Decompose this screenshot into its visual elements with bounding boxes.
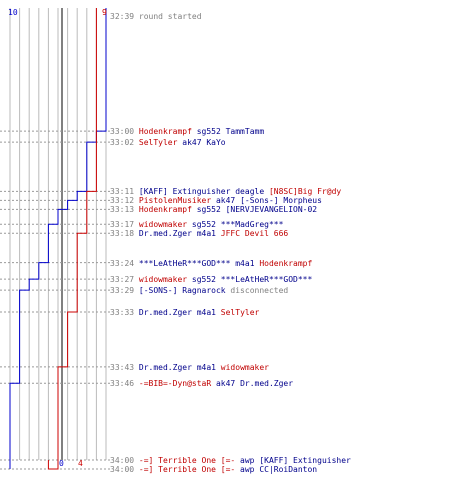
event-text: KaYo (206, 138, 226, 148)
event-text: round started (138, 12, 202, 21)
event-text: Dr.med.Zger (240, 379, 294, 389)
event-time: 33:00 (110, 127, 139, 137)
event-time: 34:00 (110, 456, 139, 465)
event-row: 33:02 SelTyler ak47 KaYo (110, 138, 226, 147)
event-text: sg552 (191, 127, 226, 137)
event-text: [-SONS-] Ragnarock (138, 286, 226, 296)
event-text: Hodenkrampf (259, 258, 313, 268)
event-row: 33:17 widowmaker sg552 ***MadGreg*** (110, 220, 283, 229)
event-text: ***LeAtHeR***GOD*** (138, 258, 231, 268)
event-row: 33:11 [KAFF] Extinguisher deagle [N8SC]B… (110, 187, 341, 196)
event-time: 33:11 (110, 187, 139, 197)
event-text: Dr.med.Zger (138, 308, 192, 317)
event-time: 34:00 (110, 465, 139, 474)
event-time: 33:29 (110, 286, 139, 296)
event-text: sg552 (187, 220, 221, 230)
event-text: ***LeAtHeR***GOD*** (220, 275, 313, 285)
event-text: [KAFF] Extinguisher (259, 456, 351, 465)
event-text: JFFC Devil 666 (220, 229, 289, 239)
event-row: 34:00 -=] Terrible One [=- awp [KAFF] Ex… (110, 456, 351, 465)
red-end-count: 4 (78, 459, 83, 468)
event-time: 33:18 (110, 229, 139, 239)
event-text: Dr.med.Zger (138, 362, 192, 372)
event-time: 33:24 (110, 258, 139, 268)
event-text: [-Sons-] Morpheus (240, 196, 322, 206)
event-text: m4a1 (230, 258, 260, 268)
event-text: m4a1 (191, 362, 221, 372)
blue-end-count: 0 (59, 459, 64, 468)
red-start-count: 9 (102, 8, 107, 17)
blue-start-count: 10 (8, 8, 18, 17)
event-text: Hodenkrampf (138, 127, 192, 137)
event-text: m4a1 (191, 308, 221, 317)
event-row: 33:29 [-SONS-] Ragnarock disconnected (110, 286, 288, 295)
event-text: CC|RoiDanton (259, 465, 318, 474)
event-row: 32:39 round started (110, 12, 202, 21)
event-text: m4a1 (191, 229, 221, 239)
event-text: [NERVJEVANGELION-02 (225, 205, 318, 215)
event-text: PistolenMusiker (138, 196, 212, 206)
event-row: 33:24 ***LeAtHeR***GOD*** m4a1 Hodenkram… (110, 259, 312, 268)
blue-team-alive-line (9, 8, 107, 469)
event-text: [N8SC]Big Fr@dy (268, 187, 342, 197)
event-row: 33:43 Dr.med.Zger m4a1 widowmaker (110, 363, 269, 372)
event-row: 33:18 Dr.med.Zger m4a1 JFFC Devil 666 (110, 229, 288, 238)
red-team-alive-line (47, 8, 97, 470)
event-text: -=BIB=-Dyn@staR (138, 379, 212, 389)
event-text: -=] Terrible One [=- (138, 465, 236, 474)
event-text: sg552 (187, 275, 221, 285)
event-row: 33:46 -=BIB=-Dyn@staR ak47 Dr.med.Zger (110, 379, 293, 388)
event-text: widowmaker (138, 220, 188, 230)
score-timeline-chart (0, 8, 110, 470)
event-text: disconnected (225, 286, 289, 296)
event-row: 33:13 Hodenkrampf sg552 [NERVJEVANGELION… (110, 205, 317, 214)
event-row: 33:12 PistolenMusiker ak47 [-Sons-] Morp… (110, 196, 322, 205)
event-text: SelTyler (220, 308, 260, 317)
event-time: 33:17 (110, 220, 139, 230)
event-text: awp (235, 465, 260, 474)
event-time: 33:33 (110, 308, 139, 317)
event-text: sg552 (191, 205, 226, 215)
event-time: 33:02 (110, 138, 139, 148)
event-guide-lines (0, 130, 110, 470)
event-text: awp (235, 456, 260, 465)
event-text: widowmaker (138, 275, 188, 285)
event-row: 33:33 Dr.med.Zger m4a1 SelTyler (110, 308, 259, 317)
event-time: 33:27 (110, 275, 139, 285)
event-text: SelTyler (138, 138, 178, 148)
event-time: 32:39 (110, 12, 139, 21)
event-row: 34:00 -=] Terrible One [=- awp CC|RoiDan… (110, 465, 317, 474)
event-time: 33:13 (110, 205, 139, 215)
event-text: ***MadGreg*** (220, 220, 284, 230)
event-time: 33:43 (110, 362, 139, 372)
event-row: 33:27 widowmaker sg552 ***LeAtHeR***GOD*… (110, 275, 312, 284)
event-row: 33:00 Hodenkrampf sg552 TammTamm (110, 127, 264, 136)
event-text: TammTamm (225, 127, 265, 137)
event-text: Dr.med.Zger (138, 229, 192, 239)
event-text: -=] Terrible One [=- (138, 456, 236, 465)
event-time: 33:46 (110, 379, 139, 389)
event-text: ak47 (177, 138, 207, 148)
event-text: widowmaker (220, 362, 269, 372)
event-time: 33:12 (110, 196, 139, 206)
event-text: ak47 (211, 196, 241, 206)
event-text: Hodenkrampf (138, 205, 192, 215)
event-text: deagle (230, 187, 269, 197)
event-text: [KAFF] Extinguisher (138, 187, 231, 197)
event-text: ak47 (211, 379, 241, 389)
